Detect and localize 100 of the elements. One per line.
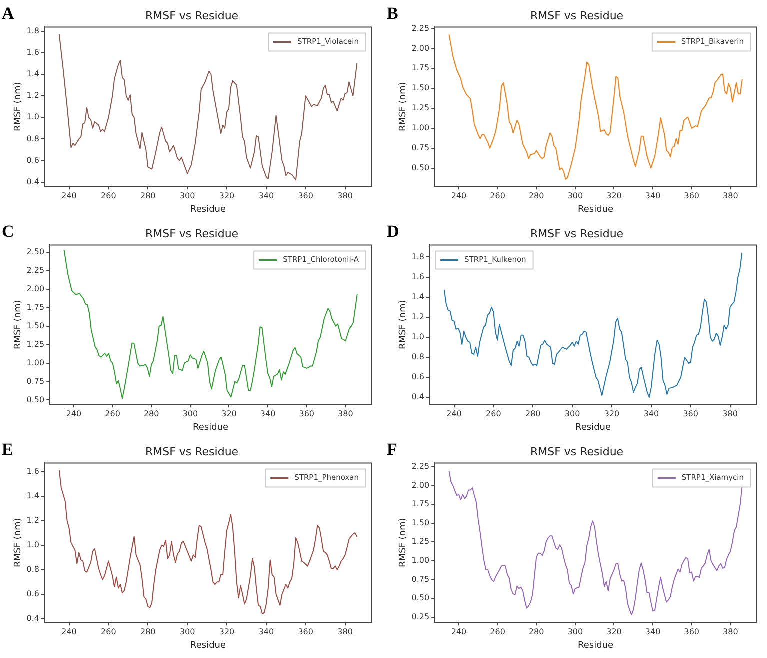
x-tick-label: 240 [446,409,462,418]
text: B [387,4,398,24]
y-tick-label: 0.8 [412,352,425,362]
y-tick-label: 1.2 [412,312,425,322]
x-tick-label: 360 [299,409,315,418]
x-tick-label: 360 [684,627,700,636]
y-tick-label: 2.50 [26,248,45,257]
x-tick-label: 300 [180,627,196,636]
x-tick-label: 240 [62,627,77,636]
x-tick-label: 300 [180,191,196,200]
y-tick-label: 1.25 [412,537,430,546]
chart-title: RMSF vs Residue [145,9,239,22]
x-tick-label: 320 [219,627,235,636]
text: D [387,222,400,242]
y-tick-label: 0.8 [26,134,40,144]
y-tick-label: 1.4 [412,292,425,302]
x-axis-title: Residue [578,204,614,215]
y-tick-label: 0.75 [26,376,45,386]
y-axis-title: RMSF (nm) [14,518,24,568]
text: E [2,440,14,460]
y-tick-label: 2.25 [412,462,430,472]
y-tick-label: 1.50 [26,321,45,330]
y-tick-label: 1.0 [26,540,40,550]
y-tick-label: 1.25 [412,104,430,113]
y-tick-label: 1.2 [26,91,40,100]
text: A [2,4,14,24]
chart-title: RMSF vs Residue [145,227,239,240]
y-axis-title: RMSF (nm) [14,300,24,350]
x-tick-label: 340 [258,191,274,200]
x-axis-title: Residue [575,422,612,433]
x-tick-label: 380 [722,409,738,418]
y-axis-title: RMSF (nm) [398,82,409,132]
y-tick-label: 2.25 [412,24,430,33]
x-tick-label: 320 [222,409,237,418]
x-tick-label: 340 [645,627,661,636]
x-tick-label: 240 [66,409,82,418]
x-tick-label: 360 [683,409,698,418]
y-tick-label: 0.4 [26,177,40,186]
x-tick-label: 260 [486,409,502,418]
x-tick-label: 340 [645,191,661,200]
y-tick-label: 0.6 [412,372,425,382]
y-tick-label: 1.00 [26,358,45,368]
x-axis-title: Residue [578,640,614,651]
y-tick-label: 2.00 [412,44,430,53]
x-tick-label: 380 [338,409,354,418]
x-tick-label: 300 [568,627,584,636]
y-tick-label: 0.75 [412,574,430,584]
x-tick-label: 360 [298,191,314,200]
x-axis-title: Residue [190,640,226,651]
y-tick-label: 1.0 [412,332,425,342]
y-tick-label: 0.50 [412,163,430,172]
y-axis-title: RMSF (nm) [398,518,409,568]
y-tick-label: 1.75 [412,64,430,73]
y-tick-label: 1.8 [412,252,425,262]
x-tick-label: 240 [62,191,77,200]
x-tick-label: 320 [606,627,622,636]
y-tick-label: 1.00 [412,556,430,566]
y-tick-label: 2.25 [26,266,45,276]
y-tick-label: 0.75 [412,143,430,152]
x-tick-label: 380 [723,627,738,636]
x-tick-label: 280 [140,627,156,636]
chart-title: RMSF vs Residue [145,445,239,458]
x-axis-title: Residue [193,422,230,433]
x-tick-label: 280 [528,191,544,200]
text: C [2,222,14,242]
x-tick-label: 260 [490,191,506,200]
x-tick-label: 280 [525,409,541,418]
y-tick-label: 0.6 [26,589,40,598]
x-tick-label: 320 [606,191,622,200]
y-tick-label: 0.8 [26,564,40,574]
x-tick-label: 380 [723,191,738,200]
y-tick-label: 1.50 [412,84,430,93]
y-axis-title: RMSF (nm) [14,82,24,132]
x-tick-label: 340 [644,409,660,418]
x-tick-label: 300 [564,409,580,418]
x-tick-label: 240 [451,627,467,636]
y-axis-title: RMSF (nm) [398,300,409,350]
y-tick-label: 1.25 [26,340,45,349]
chart-title: RMSF vs Residue [530,9,624,22]
x-tick-label: 260 [490,627,506,636]
y-tick-label: 0.4 [26,614,40,623]
chart-title: RMSF vs Residue [530,227,624,240]
y-tick-label: 2.00 [412,480,430,490]
y-tick-label: 1.6 [26,466,40,476]
y-tick-label: 0.4 [412,392,425,402]
x-tick-label: 280 [144,409,160,418]
x-tick-label: 380 [338,627,353,636]
y-tick-label: 1.75 [412,500,430,509]
x-tick-label: 300 [182,409,198,418]
y-tick-label: 1.6 [26,48,40,58]
y-tick-label: 1.4 [26,70,40,79]
x-tick-label: 340 [258,627,274,636]
x-tick-label: 280 [140,191,156,200]
y-tick-label: 2.00 [26,284,45,294]
x-tick-label: 260 [105,409,120,418]
text: F [387,440,398,460]
y-tick-label: 0.25 [412,612,430,622]
x-tick-label: 260 [101,191,116,200]
y-tick-label: 0.50 [26,395,45,404]
y-tick-label: 1.6 [412,272,425,282]
